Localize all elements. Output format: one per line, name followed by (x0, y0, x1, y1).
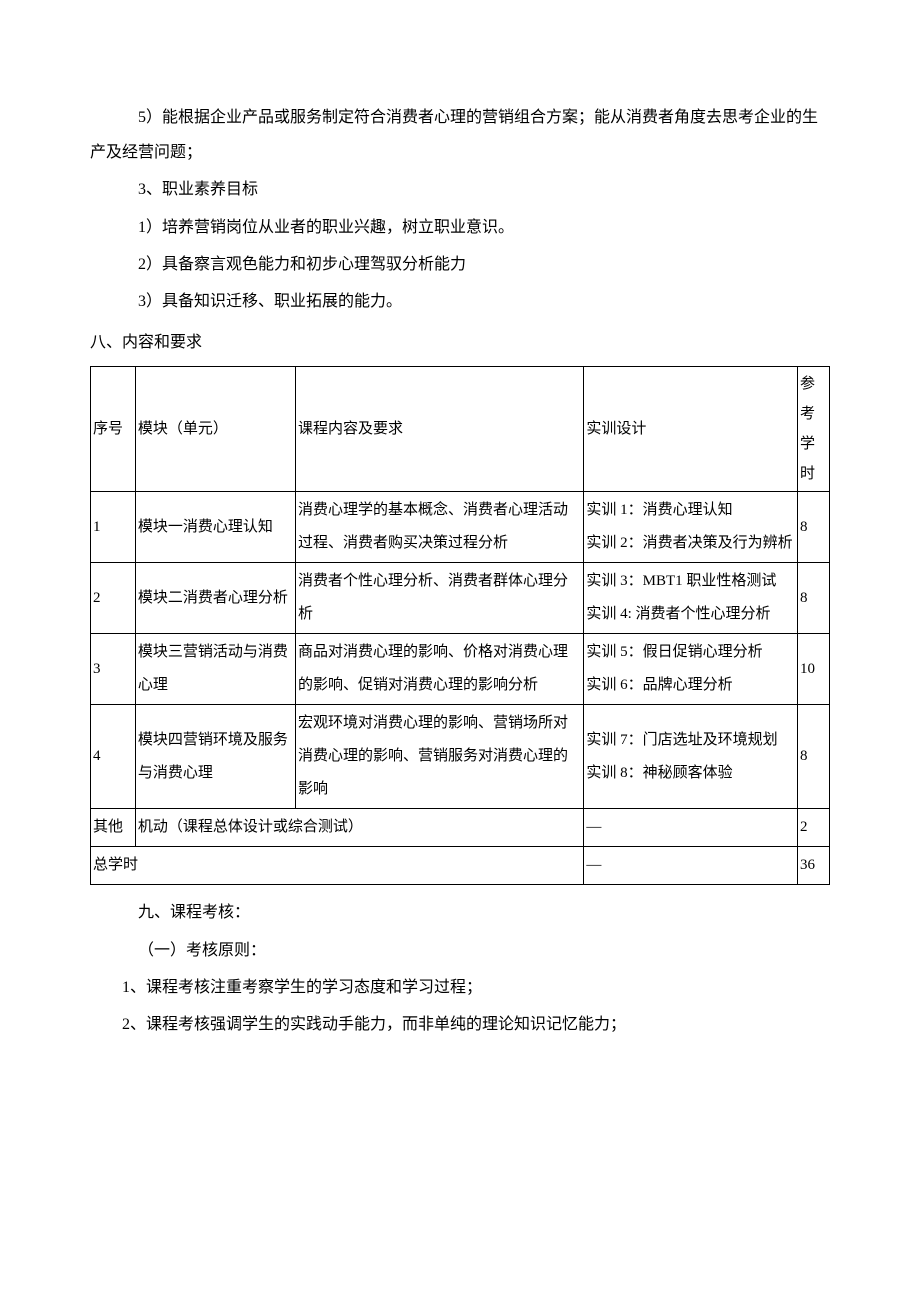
cell-practice: 实训 3：MBT1 职业性格测试 实训 4: 消费者个性心理分析 (584, 563, 798, 634)
cell-other-hours: 2 (797, 809, 829, 847)
cell-other-practice: — (584, 809, 798, 847)
paragraph-goal3-2: 2）具备察言观色能力和初步心理驾驭分析能力 (90, 247, 830, 282)
paragraph-goal3-1: 1）培养营销岗位从业者的职业兴趣，树立职业意识。 (90, 210, 830, 245)
paragraph-goal3: 3、职业素养目标 (90, 172, 830, 207)
cell-seq: 1 (91, 492, 136, 563)
table-row: 4 模块四营销环境及服务与消费心理 宏观环境对消费心理的影响、营销场所对消费心理… (91, 705, 830, 809)
cell-module: 模块二消费者心理分析 (135, 563, 295, 634)
cell-total-label: 总学时 (91, 847, 584, 885)
cell-content: 宏观环境对消费心理的影响、营销场所对消费心理的影响、营销服务对消费心理的影响 (296, 705, 584, 809)
cell-content: 商品对消费心理的影响、价格对消费心理的影响、促销对消费心理的影响分析 (296, 634, 584, 705)
text-p1: 5）能根据企业产品或服务制定符合消费者心理的营销组合方案；能从消费者角度去思考企… (90, 109, 818, 161)
text-p5: 3）具备知识迁移、职业拓展的能力。 (138, 293, 402, 310)
paragraph-goal3-3: 3）具备知识迁移、职业拓展的能力。 (90, 284, 830, 319)
th-module: 模块（单元） (135, 367, 295, 492)
cell-other-label: 机动（课程总体设计或综合测试） (135, 809, 584, 847)
course-table: 序号 模块（单元） 课程内容及要求 实训设计 参考学时 1 模块一消费心理认知 … (90, 366, 830, 885)
section-9-item1-text: 1、课程考核注重考察学生的学习态度和学习过程； (122, 979, 482, 996)
table-total-row: 总学时 — 36 (91, 847, 830, 885)
cell-hours: 8 (797, 563, 829, 634)
cell-module: 模块三营销活动与消费心理 (135, 634, 295, 705)
paragraph-5: 5）能根据企业产品或服务制定符合消费者心理的营销组合方案；能从消费者角度去思考企… (90, 100, 830, 170)
th-practice: 实训设计 (584, 367, 798, 492)
section-9-heading: 九、课程考核： (90, 895, 830, 930)
table-row: 1 模块一消费心理认知 消费心理学的基本概念、消费者心理活动过程、消费者购买决策… (91, 492, 830, 563)
cell-hours: 8 (797, 705, 829, 809)
table-header-row: 序号 模块（单元） 课程内容及要求 实训设计 参考学时 (91, 367, 830, 492)
section-9-item1: 1、课程考核注重考察学生的学习态度和学习过程； (90, 970, 830, 1005)
cell-seq: 3 (91, 634, 136, 705)
table-row: 2 模块二消费者心理分析 消费者个性心理分析、消费者群体心理分析 实训 3：MB… (91, 563, 830, 634)
cell-content: 消费者个性心理分析、消费者群体心理分析 (296, 563, 584, 634)
th-hours: 参考学时 (797, 367, 829, 492)
table-other-row: 其他 机动（课程总体设计或综合测试） — 2 (91, 809, 830, 847)
th-content: 课程内容及要求 (296, 367, 584, 492)
cell-total-hours: 36 (797, 847, 829, 885)
text-p4: 2）具备察言观色能力和初步心理驾驭分析能力 (138, 256, 466, 273)
text-p3: 1）培养营销岗位从业者的职业兴趣，树立职业意识。 (138, 219, 514, 236)
th-seq: 序号 (91, 367, 136, 492)
cell-module: 模块一消费心理认知 (135, 492, 295, 563)
cell-practice: 实训 7：门店选址及环境规划 实训 8：神秘顾客体验 (584, 705, 798, 809)
cell-practice: 实训 5：假日促销心理分析 实训 6：品牌心理分析 (584, 634, 798, 705)
cell-hours: 10 (797, 634, 829, 705)
section-9-title: 九、课程考核： (138, 904, 250, 921)
section-8-title: 八、内容和要求 (90, 334, 202, 351)
cell-content: 消费心理学的基本概念、消费者心理活动过程、消费者购买决策过程分析 (296, 492, 584, 563)
text-p2: 3、职业素养目标 (138, 181, 258, 198)
section-9-item2-text: 2、课程考核强调学生的实践动手能力，而非单纯的理论知识记忆能力； (122, 1016, 626, 1033)
section-8-heading: 八、内容和要求 (90, 325, 830, 360)
cell-module: 模块四营销环境及服务与消费心理 (135, 705, 295, 809)
cell-practice: 实训 1：消费心理认知 实训 2：消费者决策及行为辨析 (584, 492, 798, 563)
cell-seq: 4 (91, 705, 136, 809)
cell-hours: 8 (797, 492, 829, 563)
cell-total-practice: — (584, 847, 798, 885)
section-9-sub1: （一）考核原则： (90, 933, 830, 968)
cell-other-seq: 其他 (91, 809, 136, 847)
section-9-sub1-text: （一）考核原则： (138, 942, 266, 959)
table-row: 3 模块三营销活动与消费心理 商品对消费心理的影响、价格对消费心理的影响、促销对… (91, 634, 830, 705)
cell-seq: 2 (91, 563, 136, 634)
section-9-item2: 2、课程考核强调学生的实践动手能力，而非单纯的理论知识记忆能力； (90, 1007, 830, 1042)
